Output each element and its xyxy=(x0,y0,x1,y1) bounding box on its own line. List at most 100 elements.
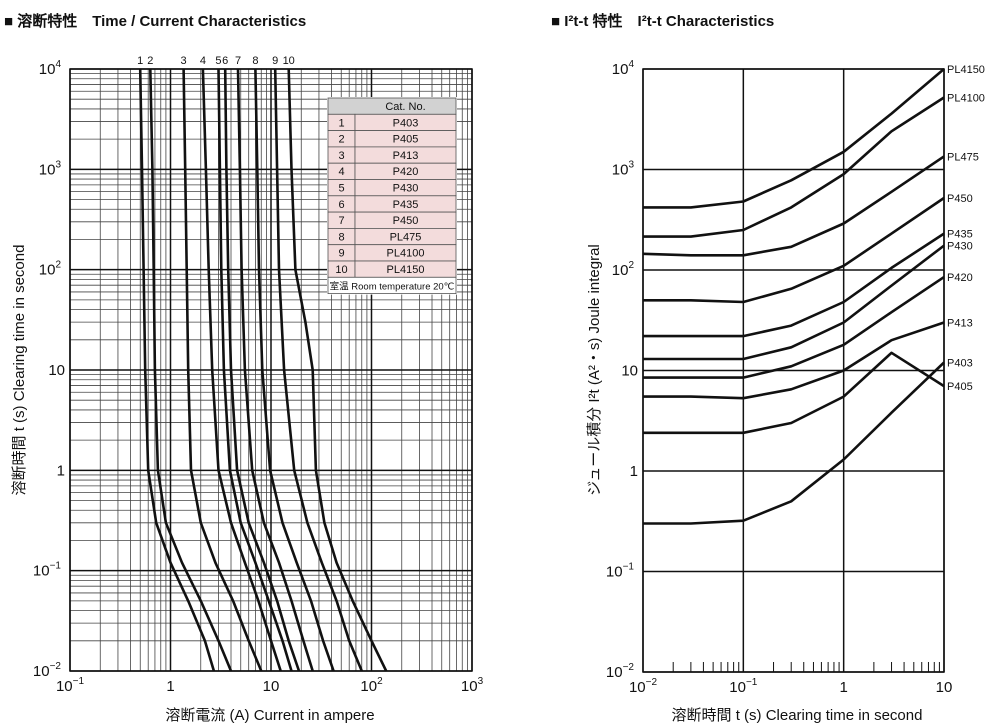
table-row-cat-no: P405 xyxy=(393,134,419,146)
tc-series-line-2 xyxy=(149,68,233,672)
plot-frame xyxy=(69,68,473,672)
i2t-x-axis-label: 溶断時間 t (s) Clearing time in second xyxy=(672,707,923,724)
tc-series: 1 2 3 4 5 6 7 8 9 10 xyxy=(137,55,388,672)
table-row-index: 2 xyxy=(338,134,344,146)
tc-series-label-2: 2 xyxy=(147,55,153,67)
i2t-series-label-PL4100: PL4100 xyxy=(947,93,985,105)
tc-series-line-5 xyxy=(217,68,293,672)
i2t-series-line-P435 xyxy=(643,232,945,338)
i2t-series-line-PL475 xyxy=(642,155,945,257)
tc-series-line-10 xyxy=(287,68,388,672)
tc-series-label-7: 7 xyxy=(235,55,241,67)
tc-series-label-8: 8 xyxy=(252,55,258,67)
tc-series-line-8 xyxy=(254,68,335,672)
table-note: 室温 Room temperature 20℃ xyxy=(330,280,455,292)
y-tick-label: 10 xyxy=(48,362,65,379)
i2t-series-label-P420: P420 xyxy=(947,272,973,284)
y-tick-label: 102 xyxy=(612,260,635,279)
i2t-series-line-PL4100 xyxy=(643,96,945,238)
table-note-row xyxy=(327,276,457,294)
tc-series-line-6 xyxy=(223,68,301,672)
i2t-series-label-P435: P435 xyxy=(947,229,973,241)
tc-series-label-9: 9 xyxy=(272,55,278,67)
x-tick-label: 10−2 xyxy=(629,677,658,696)
x-tick-label: 1 xyxy=(839,679,847,696)
y-tick-label: 1 xyxy=(630,463,638,480)
tc-series-label-3: 3 xyxy=(181,55,187,67)
tc-chart-title: ■ 溶断特性 Time / Current Characteristics xyxy=(4,13,307,30)
table-row-cat-no: PL4100 xyxy=(387,248,425,260)
i2t-tick-labels: 10−2 10−1 1 10 10−2 10−1 1 10 102 103 104 xyxy=(606,59,952,696)
table-row-cat-no: P403 xyxy=(393,117,419,129)
table-row-cat-no: P413 xyxy=(393,150,419,162)
table-row-index: 4 xyxy=(338,166,344,178)
tc-series-line-9 xyxy=(273,68,363,672)
tc-series-line-1 xyxy=(138,68,216,672)
i2t-series-line-P430 xyxy=(643,244,945,361)
i2t-series-label-P430: P430 xyxy=(947,241,973,253)
table-row-cat-no: P450 xyxy=(393,215,419,227)
tc-y-axis-label: 溶断時間 t (s) Clearing time in second xyxy=(11,245,28,496)
y-tick-label: 102 xyxy=(39,260,62,279)
y-tick-label: 10−1 xyxy=(33,561,62,580)
x-tick-label: 10−1 xyxy=(729,677,758,696)
i2t-grid xyxy=(642,68,945,673)
y-tick-label: 10−2 xyxy=(606,662,635,681)
x-tick-label: 10−1 xyxy=(56,676,85,695)
tc-series-line-7 xyxy=(236,68,314,672)
tc-series-line-4 xyxy=(201,68,282,672)
tc-x-axis-label: 溶断電流 (A) Current in ampere xyxy=(165,707,374,724)
tc-series-label-10: 10 xyxy=(283,55,295,67)
i2t-y-axis-label: ジュール積分 I²t (A²・s) Joule integral xyxy=(586,244,603,496)
y-tick-label: 103 xyxy=(612,160,635,179)
tc-series-label-1: 1 xyxy=(137,55,143,67)
table-row-cat-no: P435 xyxy=(393,199,419,211)
y-tick-label: 104 xyxy=(612,59,635,78)
table-row-index: 5 xyxy=(338,183,344,195)
y-tick-label: 10−1 xyxy=(606,562,635,581)
tc-series-label-5: 5 xyxy=(215,55,221,67)
i2t-series-label-P403: P403 xyxy=(947,358,973,370)
tc-series-line-3 xyxy=(182,68,263,672)
table-row-cat-no: P430 xyxy=(393,183,419,195)
table-row-index: 10 xyxy=(335,264,347,276)
i2t-series-label-P413: P413 xyxy=(947,318,973,330)
tc-grid xyxy=(69,68,473,672)
plot-frame xyxy=(642,68,945,673)
i2t-series-line-PL4150 xyxy=(643,68,945,209)
table-row-index: 9 xyxy=(338,248,344,260)
i2t-series-line-P405 xyxy=(643,351,945,435)
y-tick-label: 10 xyxy=(621,363,638,380)
y-tick-label: 104 xyxy=(39,59,62,78)
i2t-series-label-P405: P405 xyxy=(947,381,973,393)
i2t-series-label-P450: P450 xyxy=(947,193,973,205)
y-tick-label: 103 xyxy=(39,159,62,178)
x-tick-label: 10 xyxy=(263,678,280,695)
y-tick-label: 10−2 xyxy=(33,661,62,680)
x-tick-label: 103 xyxy=(461,676,484,695)
i2t-series-line-P450 xyxy=(643,196,945,304)
i2t-chart-title: ■ I²t-t 特性 I²t-t Characteristics xyxy=(551,13,775,30)
i2t-series-line-P413 xyxy=(643,321,945,400)
x-tick-label: 102 xyxy=(360,676,383,695)
i2t-series-label-PL4150: PL4150 xyxy=(947,64,985,76)
table-row-index: 3 xyxy=(338,150,344,162)
x-tick-label: 10 xyxy=(936,679,953,696)
table-row-cat-no: P420 xyxy=(393,166,419,178)
cat-table: Cat. No. 1 P403 2 P405 3 P413 4 P420 5 P430 6 P435 7 P… xyxy=(327,97,457,295)
table-header-cat-no: Cat. No. xyxy=(385,101,425,113)
table-row-cat-no: PL475 xyxy=(390,231,422,243)
table-row-index: 1 xyxy=(338,117,344,129)
table-row-index: 7 xyxy=(338,215,344,227)
table-row-index: 8 xyxy=(338,231,344,243)
x-tick-label: 1 xyxy=(166,678,174,695)
i2t-series-label-PL475: PL475 xyxy=(947,151,979,163)
y-tick-label: 1 xyxy=(57,462,65,479)
tc-series-label-6: 6 xyxy=(222,55,228,67)
table-row-cat-no: PL4150 xyxy=(387,264,425,276)
tc-series-label-4: 4 xyxy=(200,55,206,67)
i2t-series-line-P403 xyxy=(643,361,945,525)
